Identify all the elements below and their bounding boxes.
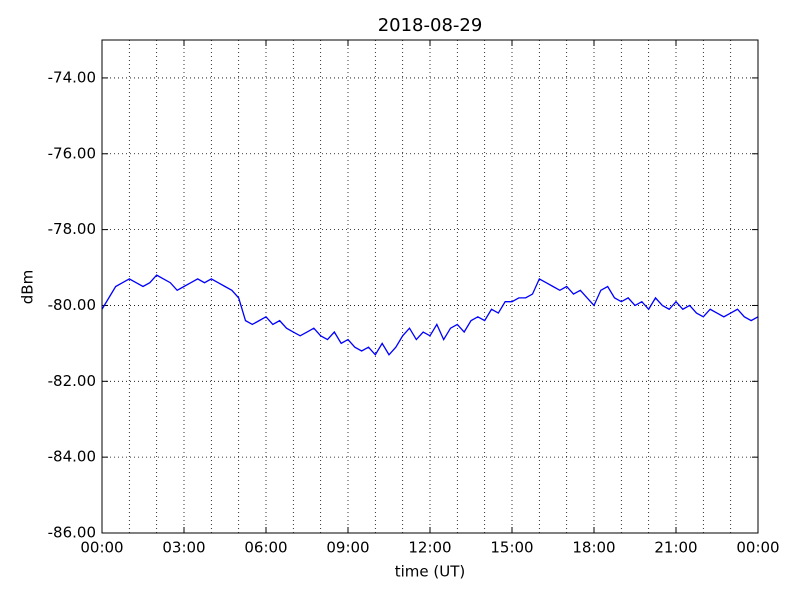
x-tick-label: 03:00: [162, 539, 205, 557]
x-tick-label: 15:00: [490, 539, 533, 557]
y-tick-label: -76.00: [48, 144, 96, 162]
y-tick-label: -84.00: [48, 448, 96, 466]
x-axis-label: time (UT): [395, 563, 466, 581]
x-tick-label: 06:00: [244, 539, 287, 557]
chart-title: 2018-08-29: [378, 15, 483, 36]
x-tick-label: 00:00: [736, 539, 779, 557]
y-tick-label: -74.00: [48, 68, 96, 86]
x-tick-label: 18:00: [572, 539, 615, 557]
x-tick-label: 00:00: [80, 539, 123, 557]
y-axis-label: dBm: [19, 270, 37, 304]
y-tick-label: -80.00: [48, 296, 96, 314]
x-tick-label: 09:00: [326, 539, 369, 557]
y-tick-label: -78.00: [48, 220, 96, 238]
y-tick-label: -86.00: [48, 524, 96, 542]
data-line: [101, 274, 759, 356]
x-tick-label: 12:00: [408, 539, 451, 557]
x-tick-label: 21:00: [654, 539, 697, 557]
y-tick-label: -82.00: [48, 372, 96, 390]
plot-frame: [101, 39, 759, 534]
